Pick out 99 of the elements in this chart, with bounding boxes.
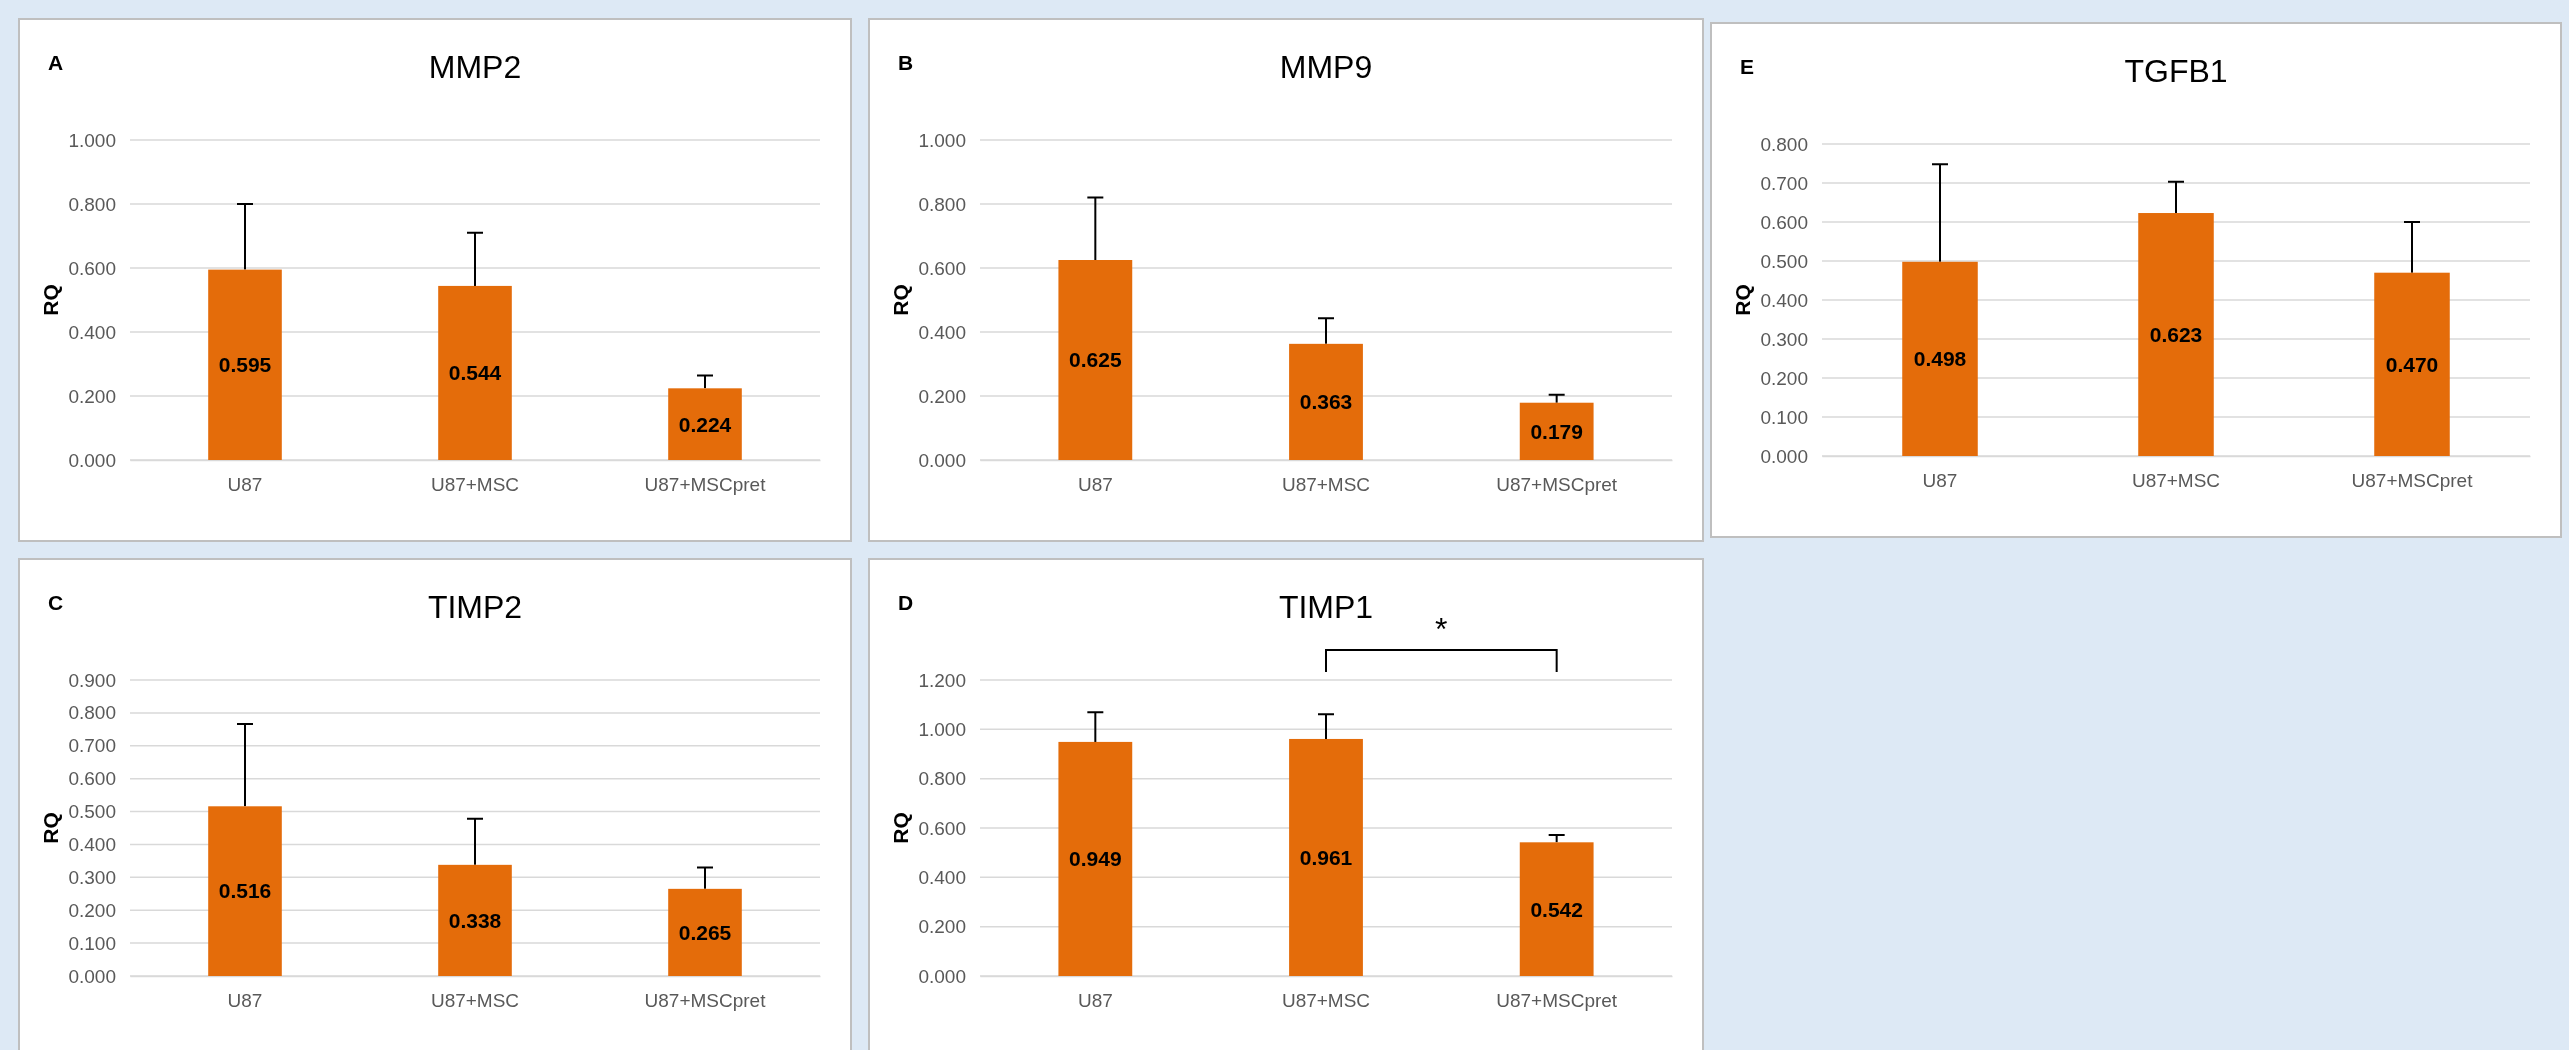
bar — [438, 285, 512, 460]
y-tick-label: 0.200 — [68, 385, 116, 407]
text: B — [898, 51, 914, 74]
data-label: 0.516 — [218, 879, 272, 903]
bar — [1519, 402, 1594, 460]
y-axis-title: RQ — [39, 284, 62, 316]
y-tick-label: 0.800 — [1760, 133, 1808, 155]
text: * — [1435, 611, 1448, 647]
y-tick-label: 1.000 — [918, 129, 966, 151]
y-tick-label: 0.200 — [68, 899, 116, 921]
x-tick-label: U87+MSC — [430, 990, 520, 1012]
y-tick-label: 0.500 — [1760, 250, 1808, 272]
x-tick-label: U87 — [1077, 474, 1113, 496]
y-tick-label: 0.600 — [918, 257, 966, 279]
chart-title: TGFB1 — [2124, 53, 2228, 89]
x-tick-label: U87+MSC — [2131, 470, 2221, 492]
bar — [1058, 741, 1133, 976]
y-tick-label: 0.600 — [918, 817, 966, 839]
y-axis-title: RQ — [39, 812, 62, 844]
y-tick-label: 0.000 — [918, 965, 966, 987]
y-tick-label: 0.000 — [918, 449, 966, 471]
x-tick-label: U87+MSCpret — [1496, 474, 1618, 496]
data-label: 0.961 — [1299, 845, 1353, 869]
x-tick-label: U87 — [227, 990, 263, 1012]
y-tick-label: 0.200 — [918, 385, 966, 407]
data-label: 0.498 — [1913, 347, 1967, 371]
y-tick-label: 0.400 — [918, 866, 966, 888]
y-axis-title: RQ — [889, 284, 912, 316]
y-tick-label: 0.200 — [918, 916, 966, 938]
y-tick-label: 0.400 — [1760, 289, 1808, 311]
chart-title: MMP2 — [428, 49, 522, 85]
data-label: 0.224 — [678, 412, 732, 436]
x-tick-label: U87+MSC — [430, 474, 520, 496]
data-label: 0.363 — [1299, 390, 1353, 414]
y-axis-title: RQ — [1731, 284, 1754, 316]
y-tick-label: 0.800 — [918, 193, 966, 215]
data-label: 0.179 — [1530, 419, 1583, 443]
x-tick-label: U87+MSCpret — [644, 990, 767, 1012]
bar — [438, 864, 512, 976]
data-label: 0.542 — [1530, 897, 1583, 921]
y-tick-label: 0.000 — [68, 965, 116, 987]
data-label: 0.595 — [218, 353, 272, 377]
text: C — [48, 591, 64, 614]
chart-title: TIMP1 — [1278, 589, 1374, 625]
y-tick-label: 0.600 — [1760, 211, 1808, 233]
x-tick-label: U87+MSCpret — [644, 474, 767, 496]
y-tick-label: 0.400 — [68, 834, 116, 856]
x-tick-label: U87+MSCpret — [1496, 990, 1618, 1012]
y-tick-label: 0.800 — [68, 702, 116, 724]
y-tick-label: 0.500 — [68, 801, 116, 823]
y-tick-label: 1.000 — [68, 129, 116, 151]
y-tick-label: 1.000 — [918, 718, 966, 740]
text: E — [1740, 55, 1755, 78]
text: A — [48, 51, 64, 74]
data-label: 0.265 — [678, 920, 732, 944]
y-tick-label: 0.400 — [68, 321, 116, 343]
bar — [208, 269, 282, 460]
bar — [668, 388, 742, 460]
x-tick-label: U87+MSCpret — [2351, 470, 2474, 492]
y-tick-label: 0.600 — [68, 768, 116, 790]
x-tick-label: U87+MSC — [1281, 474, 1371, 496]
y-tick-label: 0.300 — [68, 866, 116, 888]
data-label: 0.338 — [448, 908, 502, 932]
bar — [208, 806, 282, 976]
bar — [1289, 738, 1363, 976]
y-tick-label: 0.800 — [68, 193, 116, 215]
bar — [668, 888, 742, 976]
chart-title: TIMP2 — [427, 589, 523, 625]
y-tick-label: 0.700 — [1760, 172, 1808, 194]
y-tick-label: 0.000 — [1760, 445, 1808, 467]
bar — [2374, 272, 2450, 456]
y-tick-label: 0.200 — [1760, 367, 1808, 389]
x-tick-label: U87 — [1922, 470, 1958, 492]
data-label: 0.623 — [2149, 322, 2203, 346]
bar — [1902, 261, 1978, 456]
y-tick-label: 0.300 — [1760, 328, 1808, 350]
y-tick-label: 1.200 — [918, 669, 966, 691]
y-tick-label: 0.100 — [1760, 406, 1808, 428]
x-tick-label: U87+MSC — [1281, 990, 1371, 1012]
y-tick-label: 0.800 — [918, 768, 966, 790]
data-label: 0.949 — [1069, 847, 1122, 871]
y-axis-title: RQ — [889, 812, 912, 844]
y-tick-label: 0.700 — [68, 735, 116, 757]
text: D — [898, 591, 914, 614]
x-tick-label: U87 — [227, 474, 263, 496]
y-tick-label: 0.000 — [68, 449, 116, 471]
bar — [1289, 343, 1363, 460]
y-tick-label: 0.100 — [68, 932, 116, 954]
data-label: 0.544 — [448, 361, 502, 385]
x-tick-label: U87 — [1077, 990, 1113, 1012]
y-tick-label: 0.600 — [68, 257, 116, 279]
bar — [2138, 213, 2214, 456]
bar — [1519, 842, 1594, 976]
chart-title: MMP9 — [1279, 49, 1373, 85]
data-label: 0.625 — [1069, 348, 1122, 372]
bar — [1058, 260, 1133, 460]
data-label: 0.470 — [2385, 352, 2439, 376]
y-tick-label: 0.900 — [68, 669, 116, 691]
y-tick-label: 0.400 — [918, 321, 966, 343]
